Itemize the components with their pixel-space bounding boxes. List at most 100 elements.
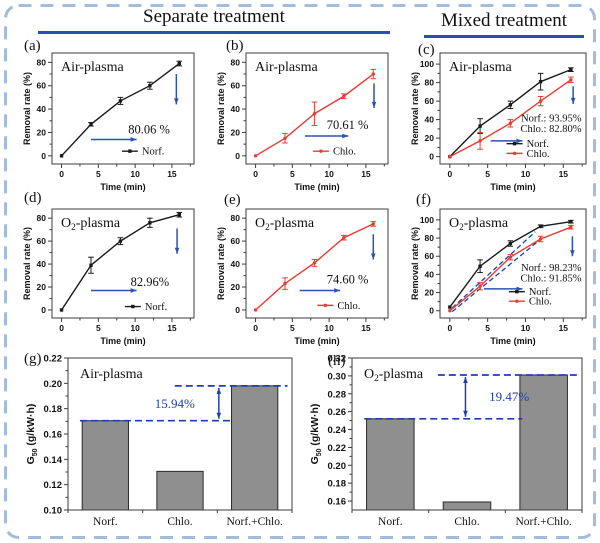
panel-d-label: (d) xyxy=(24,190,42,206)
svg-text:0: 0 xyxy=(253,169,258,179)
svg-text:Time (min): Time (min) xyxy=(490,336,535,346)
panel-g-chart: 0.10 0.12 0.14 0.16 0.18 0.20 0.22 Norf. Chlo. No… xyxy=(22,352,302,536)
svg-text:0.24: 0.24 xyxy=(328,425,347,436)
svg-text:Chlo.: Chlo. xyxy=(529,297,552,308)
panel-c-chart: 0 5 10 15 0 20 40 60 80 100 Time (min) Removal rate… xyxy=(410,38,592,194)
svg-text:15: 15 xyxy=(361,169,371,179)
chart-svg-e: 0 5 10 15 0 20 40 60 80 Time (min) Removal rate (%… xyxy=(216,208,389,346)
panel-a-chart: 0 5 10 15 0 20 40 60 80 Time (min) Removal rate (%… xyxy=(22,38,200,194)
svg-text:40: 40 xyxy=(231,104,241,114)
svg-text:Removal rate (%): Removal rate (%) xyxy=(410,72,420,145)
svg-text:80: 80 xyxy=(231,57,241,67)
svg-text:40: 40 xyxy=(37,104,47,114)
chart-svg-f: 0 5 10 15 0 20 40 60 80 100 Time (min) Removal rate… xyxy=(410,208,587,346)
svg-text:O2-plasma: O2-plasma xyxy=(364,367,424,383)
svg-text:0: 0 xyxy=(429,152,434,162)
svg-text:Removal rate (%): Removal rate (%) xyxy=(216,72,226,145)
svg-text:40: 40 xyxy=(231,259,241,269)
svg-text:15: 15 xyxy=(559,323,569,333)
svg-text:Norf.: Norf. xyxy=(527,139,549,150)
svg-text:82.96%: 82.96% xyxy=(131,275,170,289)
panel-e-label: (e) xyxy=(224,192,241,208)
svg-text:20: 20 xyxy=(37,282,47,292)
svg-text:10: 10 xyxy=(130,169,140,179)
svg-text:0.20: 0.20 xyxy=(328,461,347,472)
chart-svg-a: 0 5 10 15 0 20 40 60 80 Time (min) Removal rate (%… xyxy=(22,52,195,192)
chart-svg-d: 0 5 10 15 0 20 40 60 80 Time (min) Removal rate (%… xyxy=(22,208,195,346)
svg-text:Chlo.: Chlo. xyxy=(167,516,192,528)
svg-text:Chlo.: Chlo. xyxy=(527,149,550,160)
svg-text:Chlo.: 82.80%: Chlo.: 82.80% xyxy=(520,124,581,135)
svg-text:10: 10 xyxy=(130,323,140,333)
svg-text:Air-plasma: Air-plasma xyxy=(80,367,143,382)
chart-svg-c: 0 5 10 15 0 20 40 60 80 100 Time (min) Removal rate… xyxy=(410,52,587,192)
svg-text:10: 10 xyxy=(521,323,531,333)
chart-svg-g: 0.10 0.12 0.14 0.16 0.18 0.20 0.22 Norf. Chlo. No… xyxy=(25,354,293,528)
svg-text:Norf.: 98.23%: Norf.: 98.23% xyxy=(521,263,582,274)
svg-text:Norf.: Norf. xyxy=(145,302,167,313)
svg-text:74.60 %: 74.60 % xyxy=(327,273,369,287)
svg-text:20: 20 xyxy=(37,127,47,137)
svg-text:0.26: 0.26 xyxy=(328,407,347,418)
svg-text:80: 80 xyxy=(37,213,47,223)
panel-h-label: (h) xyxy=(328,353,346,369)
svg-text:0: 0 xyxy=(41,151,46,161)
svg-text:5: 5 xyxy=(96,169,101,179)
svg-text:0.18: 0.18 xyxy=(328,479,347,490)
chart-svg-b: 0 5 10 15 0 20 40 60 80 Time (min) Removal rate (%… xyxy=(216,52,389,192)
svg-text:80: 80 xyxy=(425,233,435,243)
svg-text:20: 20 xyxy=(231,282,241,292)
svg-text:Norf.: 93.95%: Norf.: 93.95% xyxy=(521,113,582,124)
svg-text:O2-plasma: O2-plasma xyxy=(449,216,509,232)
svg-text:0.16: 0.16 xyxy=(328,497,347,508)
svg-text:0.18: 0.18 xyxy=(44,404,63,415)
svg-text:60: 60 xyxy=(37,236,47,246)
svg-text:5: 5 xyxy=(290,169,295,179)
svg-text:Chlo.: Chlo. xyxy=(333,147,356,158)
header-mixed-underline xyxy=(424,35,584,38)
svg-text:Chlo.: Chlo. xyxy=(454,516,479,528)
svg-text:Norf.: Norf. xyxy=(93,516,118,528)
panel-h-chart: 0.16 0.18 0.20 0.22 0.24 0.26 0.28 0.30 0.32 Norf… xyxy=(306,352,592,536)
svg-text:Time (min): Time (min) xyxy=(294,336,339,346)
svg-text:0.10: 0.10 xyxy=(44,506,63,517)
panel-d-chart: 0 5 10 15 0 20 40 60 80 Time (min) Removal rate (%… xyxy=(22,194,200,348)
svg-text:80: 80 xyxy=(425,78,435,88)
svg-text:Removal rate (%): Removal rate (%) xyxy=(216,227,226,300)
svg-text:10: 10 xyxy=(324,169,334,179)
svg-text:60: 60 xyxy=(37,81,47,91)
svg-text:60: 60 xyxy=(425,96,435,106)
svg-text:Removal rate (%): Removal rate (%) xyxy=(410,227,420,300)
svg-text:100: 100 xyxy=(420,59,434,69)
svg-text:80: 80 xyxy=(231,213,241,223)
svg-text:G50 (g/kW·h): G50 (g/kW·h) xyxy=(25,404,39,465)
svg-text:5: 5 xyxy=(485,323,490,333)
svg-text:Norf.: Norf. xyxy=(529,287,551,298)
svg-text:0: 0 xyxy=(447,169,452,179)
svg-text:20: 20 xyxy=(231,127,241,137)
panel-f-chart: 0 5 10 15 0 20 40 60 80 100 Time (min) Removal rate… xyxy=(410,194,592,348)
svg-text:60: 60 xyxy=(231,81,241,91)
svg-text:O2-plasma: O2-plasma xyxy=(255,216,315,232)
svg-text:15: 15 xyxy=(167,323,177,333)
svg-text:40: 40 xyxy=(425,269,435,279)
svg-text:Air-plasma: Air-plasma xyxy=(61,60,124,75)
svg-text:Norf.: Norf. xyxy=(142,147,164,158)
chart-svg-h: 0.16 0.18 0.20 0.22 0.24 0.26 0.28 0.30 0.32 Norf… xyxy=(309,354,583,528)
svg-text:15.94%: 15.94% xyxy=(155,396,195,411)
panel-b-label: (b) xyxy=(226,38,244,54)
svg-text:20: 20 xyxy=(425,288,435,298)
svg-text:40: 40 xyxy=(37,259,47,269)
panel-f-label: (f) xyxy=(416,192,431,208)
svg-text:0.22: 0.22 xyxy=(328,443,347,454)
svg-text:80: 80 xyxy=(37,57,47,67)
svg-text:O2-plasma: O2-plasma xyxy=(61,216,121,232)
svg-text:0.20: 0.20 xyxy=(44,379,63,390)
svg-text:15: 15 xyxy=(167,169,177,179)
panel-e-chart: 0 5 10 15 0 20 40 60 80 Time (min) Removal rate (%… xyxy=(216,194,394,348)
svg-text:10: 10 xyxy=(324,323,334,333)
svg-text:Chlo.: Chlo. xyxy=(337,301,360,312)
svg-text:Time (min): Time (min) xyxy=(100,182,145,192)
svg-text:15: 15 xyxy=(361,323,371,333)
